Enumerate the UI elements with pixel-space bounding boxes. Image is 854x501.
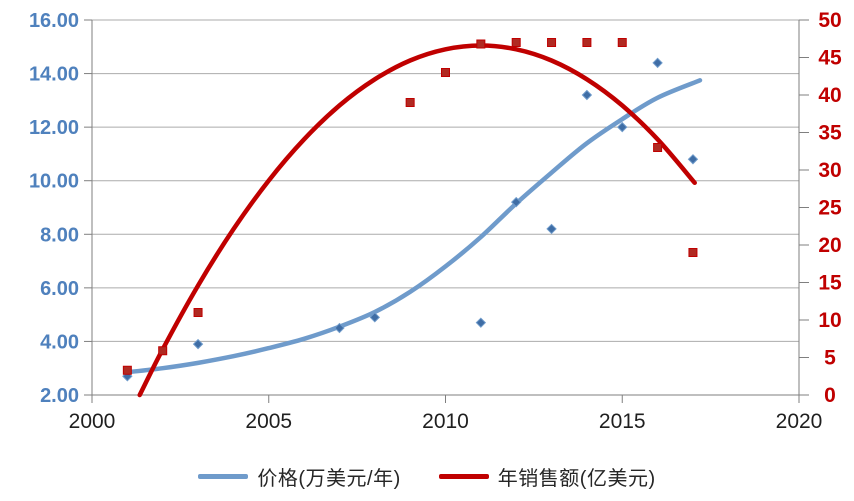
sales-data-point <box>476 39 486 49</box>
sales-data-point <box>582 38 592 47</box>
right-axis-tick-label: 40 <box>818 84 841 107</box>
sales-data-point <box>511 38 521 47</box>
legend-line-swatch <box>198 473 249 479</box>
legend-item-sales: 年销售额(亿美元) <box>438 462 656 491</box>
sales-data-point <box>193 308 203 317</box>
sales-data-point <box>653 143 663 152</box>
x-axis-tick-label: 2005 <box>245 410 292 433</box>
price-trendline <box>125 78 703 375</box>
price-data-point <box>475 317 487 328</box>
left-axis-tick-label: 6.00 <box>40 278 79 300</box>
price-data-point <box>581 89 593 101</box>
legend-item-price: 价格(万美元/年) <box>198 462 400 491</box>
legend-label: 价格(万美元/年) <box>257 467 401 490</box>
price-sales-chart-plot: 2.00 4.00 6.00 8.00 10.00 12.00 14.00 16.00 0 5 10… <box>29 9 842 433</box>
x-axis-tick-label: 2020 <box>776 410 823 433</box>
sales-data-point <box>122 365 132 375</box>
legend-label: 年销售额(亿美元) <box>497 467 656 490</box>
price-data-point <box>334 322 345 334</box>
sales-data-point <box>158 346 168 356</box>
x-axis-tick-label: 2015 <box>599 410 646 433</box>
right-axis-tick-label: 30 <box>818 159 841 182</box>
sales-data-point <box>405 98 415 107</box>
sales-data-point <box>441 68 450 77</box>
price-data-point <box>687 154 699 165</box>
left-axis-tick-label: 14.00 <box>29 64 79 86</box>
price-data-point <box>617 121 628 133</box>
price-data-point <box>369 312 381 323</box>
price-data-point <box>652 57 663 69</box>
price-data-point <box>510 196 522 208</box>
right-axis-tick-label: 15 <box>818 272 842 295</box>
right-axis-tick-label: 35 <box>818 122 842 145</box>
left-axis-tick-label: 12.00 <box>29 117 79 139</box>
price-data-point <box>192 338 204 350</box>
right-axis-tick-label: 50 <box>818 9 841 32</box>
sales-data-point <box>688 248 698 257</box>
x-axis-tick-label: 2000 <box>69 410 116 433</box>
x-axis-tick-label: 2010 <box>422 410 469 433</box>
price-data-point <box>546 223 557 235</box>
sales-data-point <box>617 38 627 47</box>
left-axis-tick-label: 4.00 <box>40 331 79 353</box>
left-axis-tick-label: 8.00 <box>40 224 79 246</box>
sales-trendline <box>137 43 697 398</box>
right-axis-tick-label: 20 <box>818 234 841 257</box>
right-axis-tick-label: 10 <box>818 309 841 332</box>
left-axis-tick-label: 10.00 <box>29 171 79 193</box>
right-axis-tick-label: 25 <box>818 197 842 220</box>
legend-line-swatch <box>438 473 489 479</box>
right-axis-tick-label: 5 <box>824 347 836 370</box>
left-axis-tick-label: 2.00 <box>40 385 79 407</box>
chart-legend: 价格(万美元/年) 年销售额(亿美元) <box>0 456 854 496</box>
sales-data-point <box>547 38 557 47</box>
left-axis-tick-label: 16.00 <box>29 10 79 32</box>
right-axis-tick-label: 45 <box>818 47 842 70</box>
right-axis-tick-label: 0 <box>824 384 836 407</box>
